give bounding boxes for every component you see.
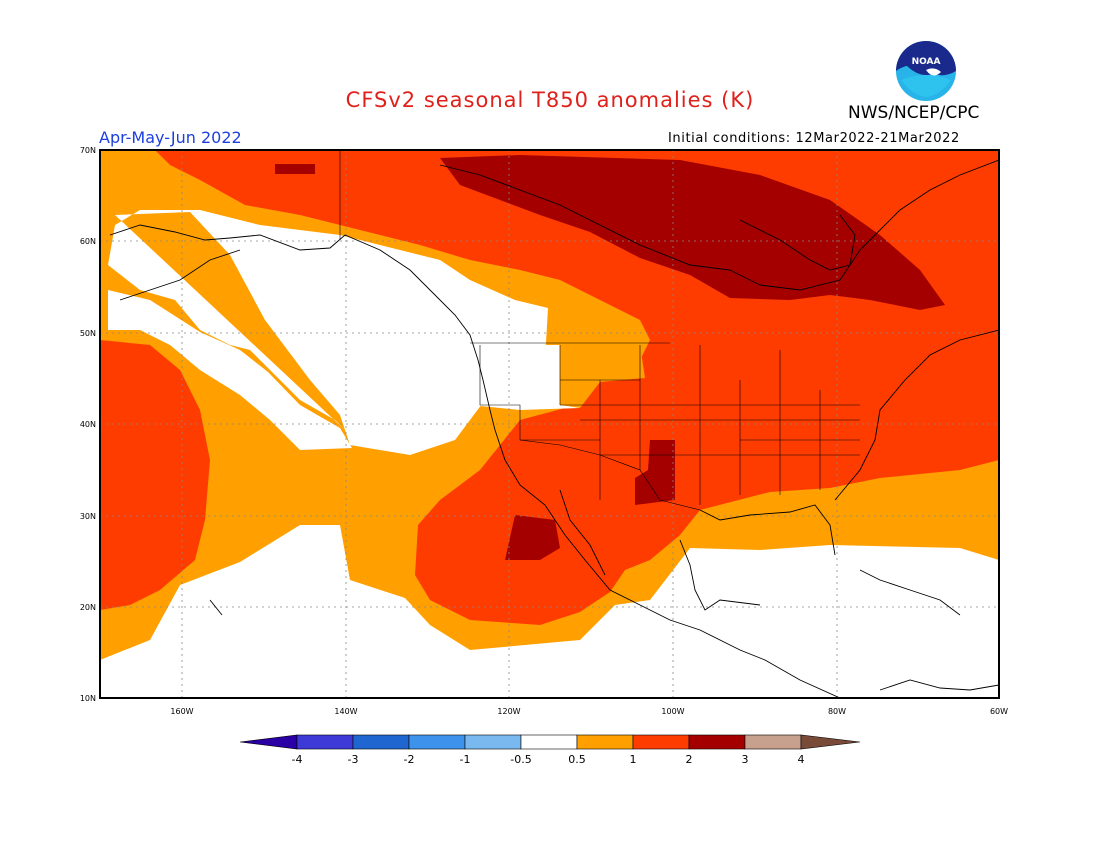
colorbar-arrow-low [239,734,298,750]
near-normal-pacific [108,210,548,455]
anomaly-map: 70N 60N 50N 40N 30N 20N 10N 160W 140W 12… [80,146,1008,716]
colorbar-segment [464,734,522,750]
colorbar-arrow-high [800,734,861,750]
lat-label: 70N [80,146,96,155]
colorbar-label: -2 [404,753,415,766]
lat-axis-labels: 70N 60N 50N 40N 30N 20N 10N [80,146,96,703]
map-frame [99,149,1000,699]
colorbar-segment [744,734,802,750]
colorbar-segment [576,734,634,750]
map-title: CFSv2 seasonal T850 anomalies (K) [345,88,755,112]
initial-conditions: Initial conditions: 12Mar2022-21Mar2022 [668,131,960,146]
colorbar-label: 2 [686,753,693,766]
lon-label: 160W [170,707,193,716]
colorbar-segment [408,734,466,750]
lon-axis-labels: 160W 140W 120W 100W 80W 60W [170,707,1008,716]
anomaly-region-darkred [440,155,945,310]
colorbar: -4 -3 -2 -1 -0.5 0.5 1 2 3 4 [239,734,861,766]
lon-label: 100W [661,707,684,716]
noaa-logo-icon: NOAA [896,41,956,101]
lon-label: 80W [828,707,846,716]
lat-label: 60N [80,237,96,246]
graticule [100,150,999,698]
colorbar-label: 0.5 [568,753,586,766]
colorbar-segment [520,734,578,750]
agency-label: NWS/NCEP/CPC [848,103,980,123]
lon-label: 140W [334,707,357,716]
colorbar-label: 3 [742,753,749,766]
lat-label: 40N [80,420,96,429]
colorbar-label: 1 [630,753,637,766]
colorbar-label: -0.5 [510,753,531,766]
colorbar-label: -4 [292,753,303,766]
colorbar-segment [352,734,410,750]
lon-label: 120W [497,707,520,716]
forecast-period: Apr-May-Jun 2022 [99,128,242,147]
political-borders [339,150,860,511]
lon-label: 60W [990,707,1008,716]
lat-label: 30N [80,512,96,521]
colorbar-segment [296,734,354,750]
lat-label: 10N [80,694,96,703]
colorbar-label: -3 [348,753,359,766]
colorbar-segment [632,734,690,750]
lat-label: 50N [80,329,96,338]
lat-label: 20N [80,603,96,612]
colorbar-segment [688,734,746,750]
logo-text: NOAA [912,57,941,67]
colorbar-label: 4 [798,753,805,766]
colorbar-label: -1 [460,753,471,766]
coastlines [109,159,999,698]
